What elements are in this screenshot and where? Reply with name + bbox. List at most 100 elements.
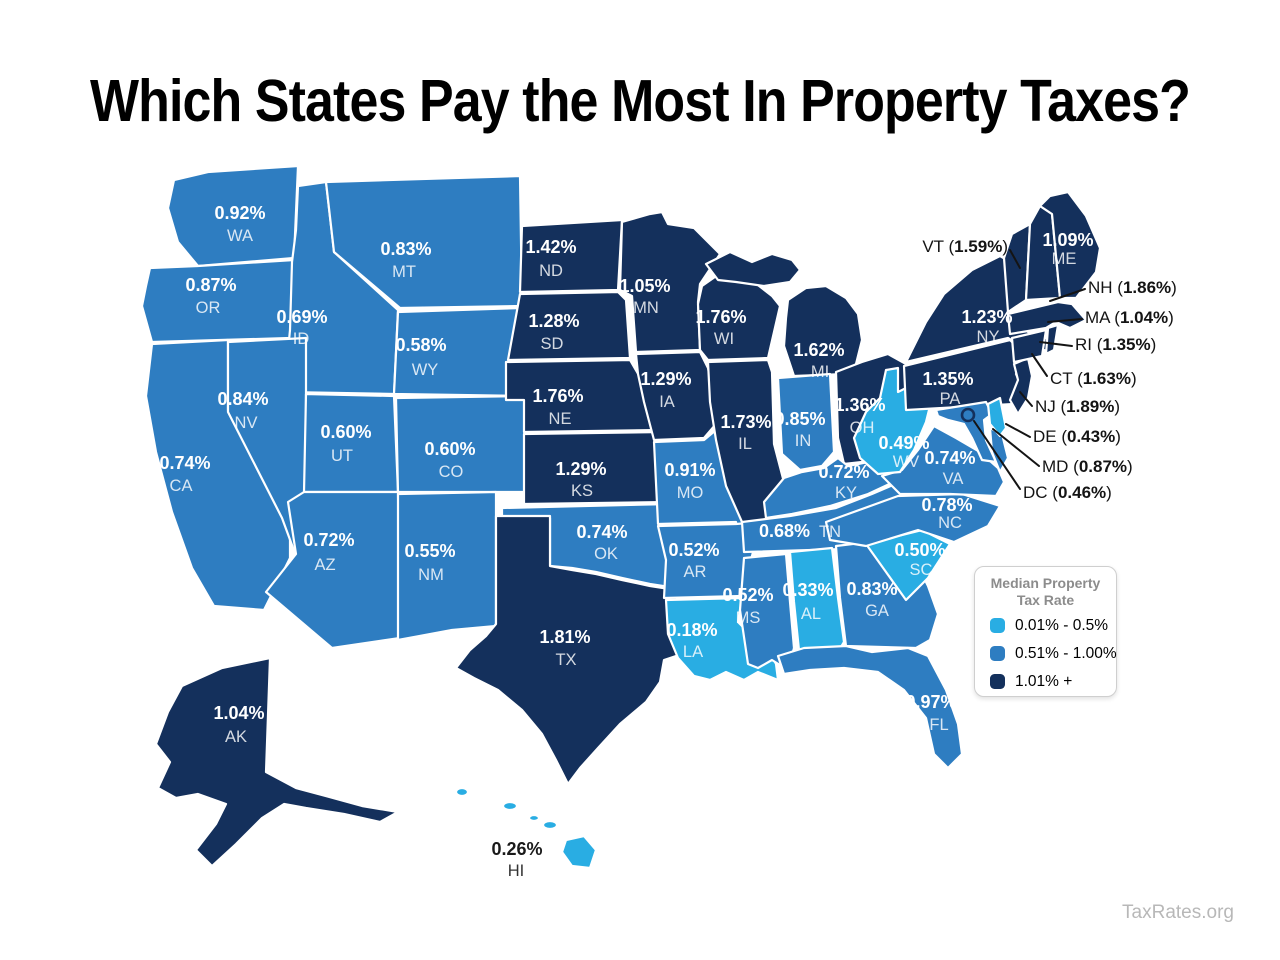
abbr-label-az: AZ — [314, 556, 335, 574]
legend-label-high: 1.01% + — [1015, 672, 1073, 690]
nh-rate: 1.86% — [1123, 278, 1171, 297]
rate-label-tn: 0.68% TN — [759, 521, 841, 541]
abbr-label-ca: CA — [170, 477, 193, 495]
md-suffix: ) — [1127, 457, 1133, 476]
abbr-label-al: AL — [801, 605, 821, 623]
rate-label-nd: 1.42% — [525, 237, 576, 257]
abbr-label-wv: WV — [893, 453, 920, 471]
state-shape-ak — [154, 656, 400, 868]
legend-label-mid: 0.51% - 1.00% — [1015, 644, 1117, 662]
nj-suffix: ) — [1114, 397, 1120, 416]
rate-label-hi: 0.26% — [491, 839, 542, 859]
rate-label-ar: 0.52% — [668, 540, 719, 560]
rate-label-id: 0.69% — [276, 307, 327, 327]
callout-leader-lines — [960, 249, 1086, 490]
abbr-label-co: CO — [439, 463, 464, 481]
abbr-label-ia: IA — [659, 393, 675, 411]
de-rate: 0.43% — [1067, 427, 1115, 446]
leader-line-ct — [1031, 353, 1048, 377]
rate-label-wy: 0.58% — [395, 335, 446, 355]
state-shape-hi — [454, 786, 598, 870]
abbr-label-tx: TX — [555, 651, 576, 669]
abbr-label-sc: SC — [910, 561, 933, 579]
abbr-label-me: ME — [1052, 250, 1077, 268]
tn-rate: 0.68% — [759, 521, 810, 541]
abbr-label-wi: WI — [714, 330, 734, 348]
abbr-label-wa: WA — [227, 227, 253, 245]
ct-rate: 1.63% — [1083, 369, 1131, 388]
callout-label-md: MD (0.87%) — [1042, 457, 1133, 476]
leader-line-vt — [1009, 249, 1021, 269]
callout-label-vt: VT (1.59%) — [922, 237, 1008, 256]
ct-suffix: ) — [1131, 369, 1137, 388]
legend-item-low: 0.01% - 0.5% — [990, 617, 1116, 634]
rate-label-pa: 1.35% — [922, 369, 973, 389]
rate-label-oh: 1.36% — [834, 395, 885, 415]
abbr-label-mo: MO — [677, 484, 704, 502]
state-shape-sd — [506, 290, 632, 362]
hi-island-2 — [501, 800, 519, 812]
callout-label-ct: CT (1.63%) — [1050, 369, 1137, 388]
abbr-label-ga: GA — [865, 602, 889, 620]
abbr-label-nd: ND — [539, 262, 563, 280]
state-shape-ut — [302, 392, 400, 494]
rate-label-ak: 1.04% — [213, 703, 264, 723]
rate-label-mo: 0.91% — [664, 460, 715, 480]
abbr-label-ny: NY — [977, 328, 1000, 346]
abbr-label-or: OR — [196, 299, 221, 317]
abbr-label-la: LA — [683, 643, 703, 661]
ma-rate: 1.04% — [1120, 308, 1168, 327]
abbr-label-sd: SD — [541, 335, 564, 353]
rate-label-nv: 0.84% — [217, 389, 268, 409]
hi-island-big — [560, 834, 598, 870]
abbr-label-oh: OH — [850, 419, 875, 437]
hi-island-4 — [541, 819, 559, 831]
leader-line-ri — [1039, 341, 1073, 347]
rate-label-ne: 1.76% — [532, 386, 583, 406]
hi-island-3 — [527, 813, 541, 823]
state-shape-ct — [1010, 328, 1048, 364]
rate-label-wi: 1.76% — [695, 307, 746, 327]
legend-swatch-low — [990, 618, 1005, 634]
legend-swatch-mid — [990, 646, 1005, 662]
nj-rate: 1.89% — [1066, 397, 1114, 416]
vt-prefix: VT ( — [922, 237, 954, 256]
leader-line-ma — [1047, 318, 1083, 323]
rate-label-wa: 0.92% — [214, 203, 265, 223]
rate-label-il: 1.73% — [720, 412, 771, 432]
rate-label-sd: 1.28% — [528, 311, 579, 331]
state-labels: 0.92% WA 0.87% OR 0.74% CA 0.69% ID 0.83… — [159, 203, 1093, 880]
rate-label-mn: 1.05% — [619, 276, 670, 296]
source-attribution: TaxRates.org — [1122, 902, 1234, 923]
callout-label-nh: NH (1.86%) — [1088, 278, 1177, 297]
state-shape-ia — [634, 350, 718, 442]
rate-label-ks: 1.29% — [555, 459, 606, 479]
rate-label-ky: 0.72% — [818, 462, 869, 482]
state-shape-fl — [776, 644, 964, 770]
dc-suffix: ) — [1106, 483, 1112, 502]
rate-label-me: 1.09% — [1042, 230, 1093, 250]
state-shapes — [140, 164, 1102, 870]
callout-labels: VT (1.59%) NH (1.86%) MA (1.04%) RI (1.3… — [922, 237, 1177, 502]
abbr-label-nm: NM — [418, 566, 444, 584]
abbr-label-ky: KY — [835, 484, 857, 502]
ri-rate: 1.35% — [1102, 335, 1150, 354]
state-shape-me — [1038, 190, 1102, 300]
abbr-label-ms: MS — [736, 609, 761, 627]
abbr-label-ok: OK — [594, 545, 618, 563]
state-shape-az — [264, 490, 402, 650]
legend-title: Median Property Tax Rate — [975, 575, 1116, 609]
rate-label-ok: 0.74% — [576, 522, 627, 542]
rate-label-fl: 0.97% — [905, 692, 956, 712]
state-shape-mi — [782, 284, 864, 378]
state-shape-mt — [324, 174, 524, 310]
rate-label-sc: 0.50% — [894, 540, 945, 560]
abbr-label-il: IL — [738, 435, 752, 453]
state-shape-ne — [504, 358, 664, 434]
ri-suffix: ) — [1151, 335, 1157, 354]
nj-prefix: NJ ( — [1035, 397, 1067, 416]
de-suffix: ) — [1115, 427, 1121, 446]
rate-label-az: 0.72% — [303, 530, 354, 550]
state-shape-nd — [518, 218, 624, 294]
abbr-label-mi: MI — [811, 363, 829, 381]
